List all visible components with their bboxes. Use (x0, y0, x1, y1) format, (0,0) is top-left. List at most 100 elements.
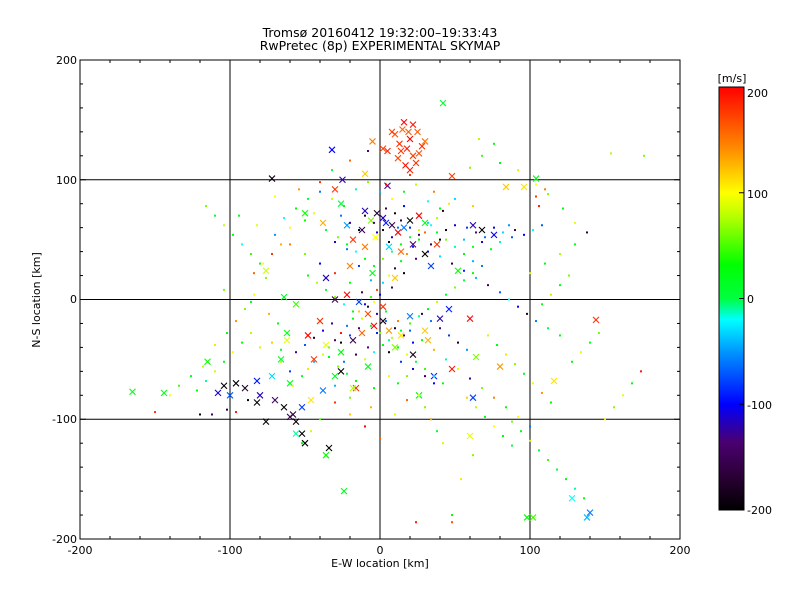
data-point-dot (211, 413, 213, 416)
data-point-dot (319, 262, 321, 265)
data-point-dot (373, 300, 375, 303)
data-point-dot (340, 214, 342, 217)
data-point-dot (418, 394, 420, 397)
data-point-dot (463, 279, 465, 282)
data-point-cross (343, 291, 351, 299)
data-point-cross (283, 329, 291, 337)
data-point-dot (223, 288, 225, 291)
data-point-dot (358, 229, 360, 232)
data-point-cross (394, 154, 402, 162)
data-point-dot (412, 245, 414, 248)
data-point-cross (433, 241, 441, 248)
data-point-dot (400, 243, 402, 246)
data-point-dot (454, 286, 456, 289)
data-point-dot (214, 214, 216, 217)
data-point-dot (403, 190, 405, 193)
data-point-dot (436, 430, 438, 433)
data-point-dot (253, 272, 255, 275)
data-point-cross (301, 439, 309, 447)
data-point-cross (400, 118, 408, 126)
data-point-dot (541, 303, 543, 306)
data-point-dot (298, 188, 300, 191)
data-point-dot (388, 339, 390, 342)
data-point-cross (283, 336, 291, 344)
data-point-dot (559, 252, 561, 255)
data-point-cross (406, 312, 414, 320)
data-point-dot (154, 411, 156, 414)
data-point-dot (484, 236, 486, 239)
data-point-dot (382, 257, 384, 260)
data-point-dot (388, 274, 390, 277)
data-point-cross (361, 170, 369, 178)
data-point-cross (364, 363, 372, 370)
data-point-cross (301, 209, 309, 217)
data-point-cross (331, 185, 339, 193)
data-point-dot (622, 394, 624, 397)
data-point-dot (445, 238, 447, 241)
data-point-dot (304, 219, 306, 222)
data-point-cross (379, 145, 387, 153)
data-point-cross (396, 140, 403, 148)
data-point-cross (445, 305, 453, 313)
data-point-dot (406, 399, 408, 402)
data-point-cross (397, 332, 405, 339)
data-point-dot (415, 360, 417, 363)
data-point-dot (508, 298, 510, 301)
data-point-dot (358, 327, 360, 330)
data-point-cross (220, 382, 228, 390)
data-point-dot (508, 224, 510, 227)
data-point-dot (373, 351, 375, 354)
data-point-cross (292, 418, 300, 426)
data-point-dot (373, 264, 375, 267)
data-point-dot (376, 288, 378, 291)
data-point-dot (274, 233, 276, 236)
data-point-dot (505, 353, 507, 356)
data-point-dot (349, 396, 351, 399)
colorbar-tick-label-3: 0 (747, 293, 754, 306)
data-point-dot (559, 284, 561, 287)
data-point-dot (526, 312, 528, 315)
data-point-dot (493, 425, 495, 428)
data-point-dot (364, 358, 366, 361)
data-point-cross (448, 365, 456, 373)
data-point-dot (364, 214, 366, 217)
data-point-dot (349, 159, 351, 162)
data-point-dot (259, 346, 261, 349)
data-point-cross (262, 267, 270, 275)
data-point-dot (289, 243, 291, 246)
data-point-dot (316, 281, 318, 284)
data-point-dot (418, 315, 420, 318)
data-point-cross (370, 322, 378, 330)
data-point-dot (388, 351, 390, 354)
data-point-dot (358, 264, 360, 267)
data-point-cross (382, 219, 390, 227)
data-point-dot (337, 365, 339, 368)
data-point-dot (235, 411, 237, 414)
data-point-dot (355, 379, 357, 382)
data-point-cross (337, 367, 345, 375)
data-point-cross (373, 209, 381, 217)
data-point-cross (280, 403, 288, 411)
data-point-dot (436, 231, 438, 234)
data-point-dot (487, 334, 489, 337)
colorbar-ticks (739, 86, 744, 511)
data-point-dot (409, 226, 411, 229)
data-point-cross (385, 327, 393, 335)
data-point-dot (538, 449, 540, 452)
data-point-dot (232, 351, 234, 354)
data-point-dot (433, 348, 435, 351)
data-point-cross (586, 509, 594, 517)
data-point-cross (421, 138, 429, 145)
data-point-dot (376, 231, 378, 234)
data-point-dot (517, 169, 519, 172)
data-point-dot (412, 341, 414, 344)
data-point-cross (379, 303, 387, 311)
data-point-dot (571, 360, 573, 363)
x-tick-label-1: -200 (68, 544, 93, 557)
data-point-cross (241, 384, 249, 392)
data-point-cross (403, 145, 411, 153)
data-point-dot (343, 360, 345, 363)
data-point-dot (511, 420, 513, 423)
data-point-dot (295, 351, 297, 354)
data-point-dot (346, 372, 348, 375)
